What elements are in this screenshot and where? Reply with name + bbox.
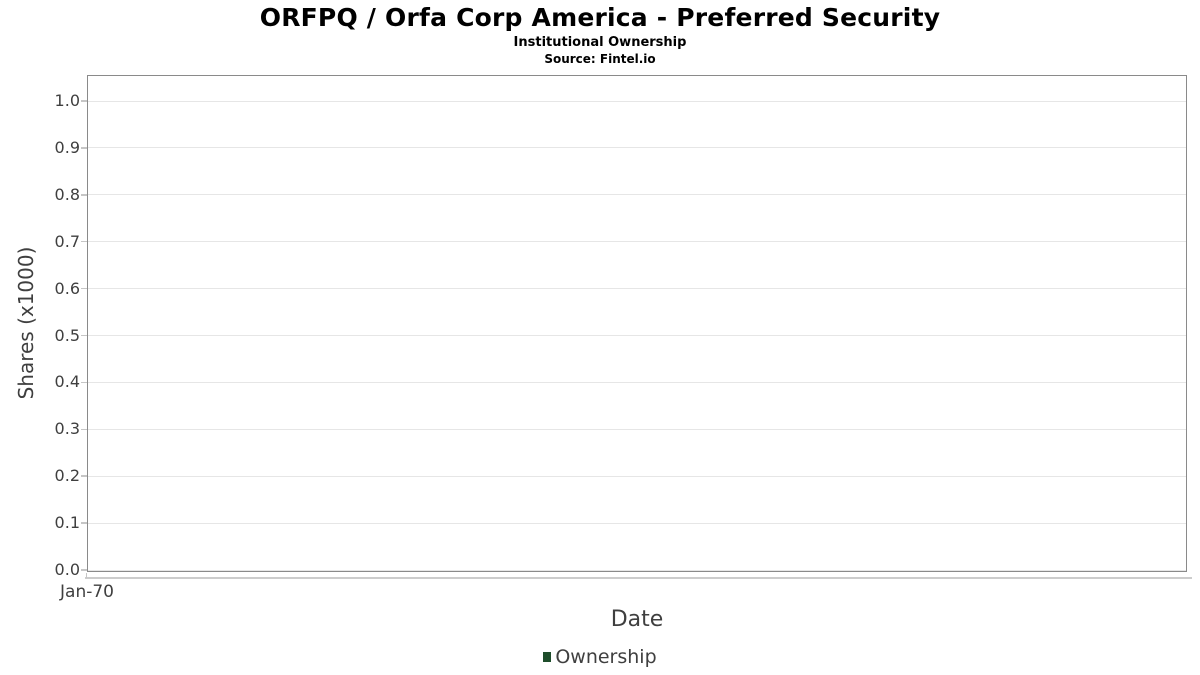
x-axis-label: Date (610, 607, 664, 632)
y-gridline (88, 335, 1186, 336)
y-gridline (88, 288, 1186, 290)
y-tick-mark (81, 569, 87, 571)
y-tick-label: 0.6 (54, 278, 80, 298)
x-axis-line (85, 577, 1192, 579)
y-gridline (88, 194, 1186, 196)
y-tick-mark (81, 522, 87, 524)
y-gridline (88, 428, 1186, 430)
y-tick-label: 0.7 (54, 231, 80, 251)
y-tick-mark (81, 147, 87, 149)
y-gridline (88, 569, 1186, 571)
y-tick-mark (81, 334, 87, 337)
x-tick-mark (85, 573, 87, 578)
y-tick-mark (81, 194, 87, 196)
y-gridline (88, 522, 1186, 524)
y-gridline (88, 100, 1186, 102)
y-gridline (88, 381, 1186, 383)
y-tick-label: 0.5 (54, 325, 80, 345)
y-tick-label: 0.4 (54, 372, 80, 392)
y-tick-label: 0.1 (54, 513, 80, 533)
y-gridline (88, 241, 1186, 243)
y-tick-label: 0.9 (54, 137, 80, 157)
plot-area (87, 75, 1187, 572)
legend-item-ownership[interactable]: Ownership (543, 646, 657, 668)
y-tick-label: 0.0 (54, 560, 80, 579)
y-tick-mark (81, 287, 87, 290)
chart-source: Source: Fintel.io (544, 52, 656, 66)
x-tick-label: Jan-70 (60, 582, 114, 602)
y-gridline (88, 147, 1186, 149)
y-tick-mark (81, 100, 87, 102)
y-tick-label: 1.0 (54, 91, 80, 110)
y-tick-mark (81, 475, 87, 477)
y-gridline (88, 475, 1186, 477)
y-tick-label: 0.2 (54, 466, 80, 486)
y-tick-label: 0.8 (54, 184, 80, 204)
legend-marker-icon (543, 652, 552, 662)
legend-label: Ownership (555, 646, 657, 668)
chart-subtitle: Institutional Ownership (513, 35, 687, 50)
y-tick-mark (81, 428, 87, 431)
y-tick-mark (81, 240, 87, 243)
chart-title: ORFPQ / Orfa Corp America - Preferred Se… (259, 3, 941, 32)
y-tick-label: 0.3 (54, 419, 80, 439)
y-tick-mark (81, 381, 87, 384)
legend: Ownership (0, 646, 1200, 668)
